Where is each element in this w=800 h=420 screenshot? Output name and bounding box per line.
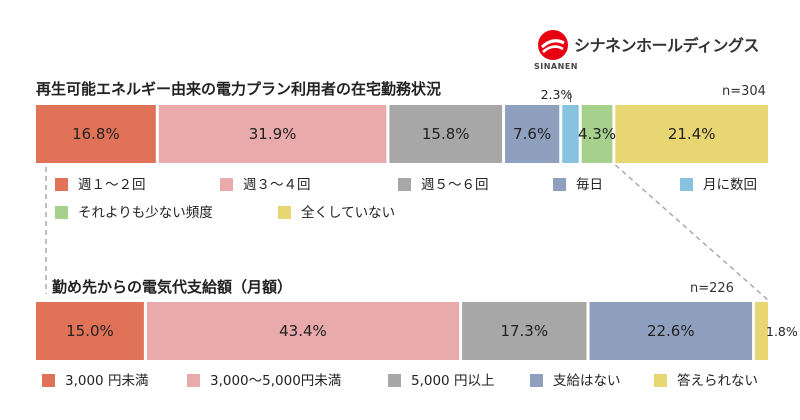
data-label: 2.3% bbox=[541, 87, 573, 102]
legend-label: 答えられない bbox=[677, 373, 758, 389]
bar-segment bbox=[505, 105, 560, 163]
data-label: 22.6% bbox=[647, 322, 695, 340]
legend-label: 全くしていない bbox=[301, 205, 396, 221]
data-label: 1.8% bbox=[766, 324, 798, 339]
bar-segment bbox=[146, 302, 460, 360]
data-label: 43.4% bbox=[279, 322, 327, 340]
legend-swatch bbox=[55, 178, 68, 191]
legend-swatch bbox=[398, 178, 411, 191]
logo-mark-icon bbox=[538, 30, 568, 60]
bar-segment bbox=[615, 105, 768, 163]
company-logo: シナネンホールディングス SINANEN bbox=[534, 26, 784, 74]
legend-label: 週５～６回 bbox=[421, 177, 489, 193]
bar-segment bbox=[462, 302, 587, 360]
legend-label: 毎日 bbox=[576, 177, 603, 193]
legend-swatch bbox=[388, 374, 401, 387]
legend-label: 週１～２回 bbox=[78, 177, 146, 193]
bar-segment bbox=[158, 105, 387, 163]
data-label: 15.0% bbox=[66, 322, 114, 340]
bar-segment bbox=[589, 302, 753, 360]
chart2-title: 勤め先からの電気代支給額（月額） bbox=[52, 278, 293, 296]
legend-swatch bbox=[278, 206, 291, 219]
bar-segment bbox=[581, 105, 613, 163]
bar-segment bbox=[389, 105, 503, 163]
connector-line-right bbox=[614, 164, 769, 301]
bar-segment bbox=[36, 105, 156, 163]
legend-swatch bbox=[55, 206, 68, 219]
data-label: 15.8% bbox=[422, 125, 470, 143]
legend-swatch bbox=[530, 374, 543, 387]
data-label: 4.3% bbox=[578, 125, 616, 143]
logo-name: シナネンホールディングス bbox=[574, 36, 759, 55]
logo-sub: SINANEN bbox=[534, 62, 578, 71]
legend-label: それよりも少ない頻度 bbox=[78, 205, 213, 221]
bar-segment bbox=[755, 302, 768, 360]
legend-label: 3,000 円未満 bbox=[65, 373, 149, 389]
data-label: 7.6% bbox=[513, 125, 551, 143]
legend-label: 月に数回 bbox=[703, 177, 757, 193]
legend-label: 支給はない bbox=[553, 373, 621, 389]
chart2-n-label: n=226 bbox=[690, 281, 734, 296]
data-label: 17.3% bbox=[500, 322, 548, 340]
chart2-legend-row: 3,000 円未満 3,000～5,000円未満 5,000 円以上 支給はない… bbox=[0, 372, 800, 390]
legend-label: 週３～４回 bbox=[243, 177, 311, 193]
legend-swatch bbox=[654, 374, 667, 387]
leader-line bbox=[567, 92, 571, 102]
chart1-title: 再生可能エネルギー由来の電力プラン利用者の在宅勤務状況 bbox=[36, 80, 442, 98]
bar-segment bbox=[36, 302, 144, 360]
bar-segment bbox=[562, 105, 579, 163]
legend-swatch bbox=[187, 374, 200, 387]
chart1-n-label: n=304 bbox=[722, 84, 766, 99]
data-label: 31.9% bbox=[249, 125, 297, 143]
legend-swatch bbox=[220, 178, 233, 191]
legend-swatch bbox=[42, 374, 55, 387]
legend-label: 3,000～5,000円未満 bbox=[210, 373, 342, 389]
chart1-legend-row2: それよりも少ない頻度 全くしていない bbox=[0, 204, 800, 222]
legend-swatch bbox=[553, 178, 566, 191]
data-label: 16.8% bbox=[72, 125, 120, 143]
chart1-legend-row1: 週１～２回 週３～４回 週５～６回 毎日 月に数回 bbox=[0, 176, 800, 194]
legend-label: 5,000 円以上 bbox=[411, 373, 495, 389]
legend-swatch bbox=[680, 178, 693, 191]
data-label: 21.4% bbox=[668, 125, 716, 143]
